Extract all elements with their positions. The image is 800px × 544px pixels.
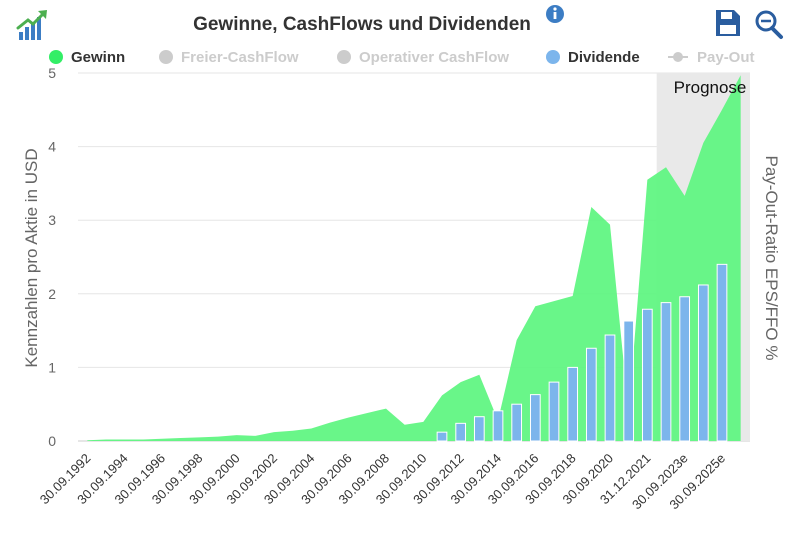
dividende-bar xyxy=(529,394,541,442)
dividende-bar xyxy=(604,334,616,442)
info-icon[interactable] xyxy=(546,5,564,23)
prognose-label: Prognose xyxy=(674,78,747,97)
dividende-bar xyxy=(679,296,691,442)
legend-item-dividende[interactable]: Dividende xyxy=(546,49,640,66)
legend-marker-pay-out xyxy=(673,52,683,62)
legend-marker-dividende xyxy=(546,50,560,64)
logo-icon[interactable] xyxy=(16,10,47,40)
legend: Gewinn Freier-CashFlow Operativer CashFl… xyxy=(49,49,755,66)
dividende-bar xyxy=(641,308,653,442)
dividende-bar xyxy=(585,347,597,442)
dividende-bar xyxy=(548,381,560,442)
legend-item-freier-cashflow[interactable]: Freier-CashFlow xyxy=(159,49,299,66)
y2-axis-title: Pay-Out-Ratio EPS/FFO % xyxy=(762,156,781,361)
dividende-series xyxy=(436,263,728,442)
zoom-out-icon[interactable] xyxy=(755,10,783,39)
legend-marker-freier-cashflow xyxy=(159,50,173,64)
legend-marker-gewinn xyxy=(49,50,63,64)
y-tick-label: 2 xyxy=(48,286,56,302)
dividende-bar xyxy=(623,320,635,442)
dividende-bar xyxy=(716,263,728,442)
save-icon[interactable] xyxy=(716,10,740,36)
dividende-bar xyxy=(567,366,579,442)
legend-marker-operativer-cashflow xyxy=(337,50,351,64)
dividende-bar xyxy=(492,410,504,442)
legend-item-operativer-cashflow[interactable]: Operativer CashFlow xyxy=(337,49,509,66)
y-axis-title: Kennzahlen pro Aktie in USD xyxy=(22,148,41,367)
x-axis-ticks: 30.09.199230.09.199430.09.199630.09.1998… xyxy=(37,451,728,513)
y-tick-label: 1 xyxy=(48,359,56,375)
dividende-bar xyxy=(455,422,467,442)
legend-label-freier-cashflow: Freier-CashFlow xyxy=(181,49,299,66)
legend-label-operativer-cashflow: Operativer CashFlow xyxy=(359,49,509,66)
legend-item-pay-out[interactable]: Pay-Out xyxy=(668,49,755,66)
dividende-bar xyxy=(697,284,709,442)
y-tick-label: 0 xyxy=(48,433,56,449)
gewinn-series xyxy=(87,75,741,441)
legend-label-dividende: Dividende xyxy=(568,49,640,66)
y-tick-label: 4 xyxy=(48,139,56,155)
y-tick-label: 5 xyxy=(48,65,56,81)
dividende-bar xyxy=(660,302,672,442)
legend-label-pay-out: Pay-Out xyxy=(697,49,755,66)
y-axis-ticks: 0 1 2 3 4 5 xyxy=(48,65,56,449)
gewinn-area xyxy=(87,75,741,441)
dividende-bar xyxy=(511,403,523,442)
dividende-bar xyxy=(436,431,448,442)
legend-label-gewinn: Gewinn xyxy=(71,49,125,66)
y-tick-label: 3 xyxy=(48,212,56,228)
dividende-bar xyxy=(473,416,485,442)
legend-item-gewinn[interactable]: Gewinn xyxy=(49,49,125,66)
chart-title: Gewinne, CashFlows und Dividenden xyxy=(193,14,531,35)
